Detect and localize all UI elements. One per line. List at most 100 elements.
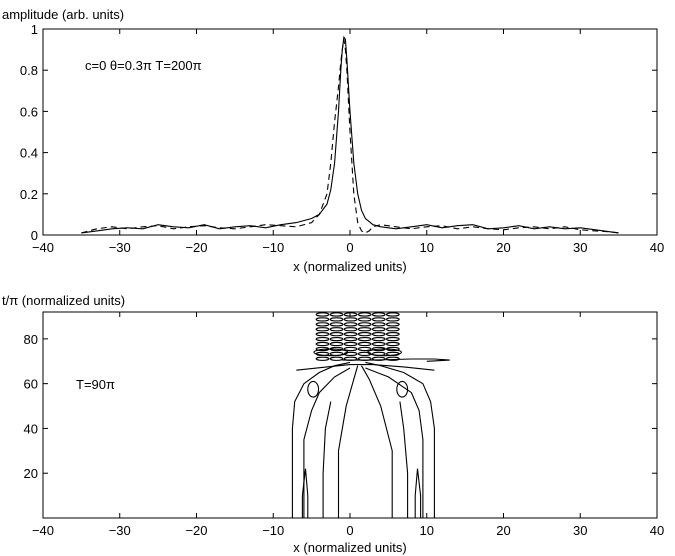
bottom-xtick-label: 40 xyxy=(650,523,664,538)
bottom-ylabel: t/π (normalized units) xyxy=(2,293,125,308)
oscillation-loop xyxy=(343,317,358,322)
top-xtick-label: 10 xyxy=(420,240,434,255)
oscillation-loop xyxy=(357,336,372,342)
contour-line xyxy=(322,401,332,518)
oscillation-loop xyxy=(329,327,344,332)
contour-line xyxy=(296,364,435,371)
oscillation-loop xyxy=(315,351,330,356)
bottom-xtick-label: 30 xyxy=(573,523,587,538)
oscillation-loop xyxy=(357,327,372,332)
oscillation-loop xyxy=(357,341,372,347)
oscillation-loop xyxy=(385,322,400,327)
top-annotation: c=0 θ=0.3π T=200π xyxy=(85,58,202,73)
contour-line xyxy=(337,365,359,518)
contour-line xyxy=(365,361,435,518)
oscillation-loop xyxy=(385,336,400,342)
oscillation-loop xyxy=(385,312,400,317)
oscillation-loop xyxy=(385,351,400,356)
oscillation-loop xyxy=(329,336,344,342)
bottom-xtick-label: −10 xyxy=(262,523,284,538)
oscillation-loop xyxy=(371,332,386,337)
bottom-xlabel: x (normalized units) xyxy=(293,540,406,555)
oscillation-loop xyxy=(357,322,372,327)
oscillation-loop xyxy=(385,327,400,332)
bottom-annotation: T=90π xyxy=(76,377,115,392)
oscillation-loop xyxy=(371,327,386,332)
contour-line xyxy=(414,468,422,518)
top-x-ticks: −40 −30 −20 −10 0 10 20 30 40 xyxy=(32,29,664,255)
bottom-ytick-label: 80 xyxy=(24,332,38,347)
oscillation-loop xyxy=(371,312,386,317)
bottom-ytick-label: 40 xyxy=(24,421,38,436)
contour-line xyxy=(399,401,409,518)
bottom-y-ticks: 20 40 60 80 xyxy=(24,332,657,481)
oscillation-loop xyxy=(315,336,330,342)
oscillation-loop xyxy=(329,351,344,356)
bottom-xtick-label: −40 xyxy=(32,523,54,538)
contour-panel: t/π (normalized units) −40 −30 −20 −10 0 10 20… xyxy=(2,293,664,555)
contour-lines-group xyxy=(291,312,450,518)
top-ytick-label: 0.4 xyxy=(20,146,38,161)
oscillation-loop xyxy=(385,346,400,352)
bottom-x-ticks: −40 −30 −20 −10 0 10 20 30 40 xyxy=(32,312,664,538)
oscillation-loop xyxy=(343,332,358,337)
oscillation-loop xyxy=(357,356,372,361)
top-ytick-label: 1 xyxy=(31,22,38,37)
oscillation-loop xyxy=(371,346,386,352)
oscillation-loop xyxy=(329,322,344,327)
oscillation-loop xyxy=(343,341,358,347)
oscillation-loop xyxy=(315,346,330,352)
top-y-ticks: 0 0.2 0.4 0.6 0.8 1 xyxy=(20,22,657,243)
oscillation-loop xyxy=(371,341,386,347)
top-xtick-label: 0 xyxy=(346,240,353,255)
contour-line xyxy=(303,367,351,518)
top-xtick-label: −20 xyxy=(185,240,207,255)
bottom-xtick-label: 0 xyxy=(346,523,353,538)
top-series-group xyxy=(81,35,619,234)
oscillation-loop xyxy=(315,322,330,327)
oscillation-loop xyxy=(315,341,330,347)
oscillation-loop xyxy=(343,322,358,327)
top-ytick-label: 0.8 xyxy=(20,63,38,78)
dashed-series-line xyxy=(81,39,619,234)
oscillation-loop xyxy=(385,332,400,337)
contour-line xyxy=(361,365,393,518)
oscillation-loop xyxy=(315,356,330,361)
oscillation-loop xyxy=(357,317,372,322)
top-xtick-label: 30 xyxy=(573,240,587,255)
solid-series-line xyxy=(81,35,619,234)
top-ytick-label: 0.6 xyxy=(20,104,38,119)
oscillation-loop xyxy=(329,317,344,322)
oscillation-loop xyxy=(385,341,400,347)
oscillation-loop xyxy=(357,332,372,337)
oscillation-loop xyxy=(343,327,358,332)
oscillation-loop xyxy=(371,356,386,361)
top-xtick-label: −10 xyxy=(262,240,284,255)
oscillation-loop xyxy=(357,351,372,356)
contour-loop xyxy=(396,380,409,398)
oscillation-loop xyxy=(315,327,330,332)
oscillation-loop xyxy=(371,351,386,356)
bottom-ytick-label: 20 xyxy=(24,466,38,481)
oscillation-loop xyxy=(329,312,344,317)
oscillation-loop xyxy=(329,341,344,347)
oscillation-loop xyxy=(371,322,386,327)
top-ytick-label: 0 xyxy=(31,228,38,243)
top-ytick-label: 0.2 xyxy=(20,187,38,202)
oscillation-loop xyxy=(357,346,372,352)
contour-line xyxy=(301,468,309,518)
contour-line xyxy=(291,361,351,518)
oscillation-loop xyxy=(315,332,330,337)
oscillation-loop xyxy=(357,312,372,317)
oscillation-loop xyxy=(343,351,358,356)
top-xtick-label: 20 xyxy=(496,240,510,255)
oscillation-loop xyxy=(371,336,386,342)
top-ylabel: amplitude (arb. units) xyxy=(2,7,124,22)
amplitude-panel: amplitude (arb. units) −40 −30 −20 −10 0 10 20… xyxy=(2,7,664,274)
top-xtick-label: −30 xyxy=(109,240,131,255)
bottom-xtick-label: 20 xyxy=(496,523,510,538)
contour-line xyxy=(365,367,424,518)
oscillation-loop xyxy=(343,336,358,342)
oscillation-loop xyxy=(315,317,330,322)
